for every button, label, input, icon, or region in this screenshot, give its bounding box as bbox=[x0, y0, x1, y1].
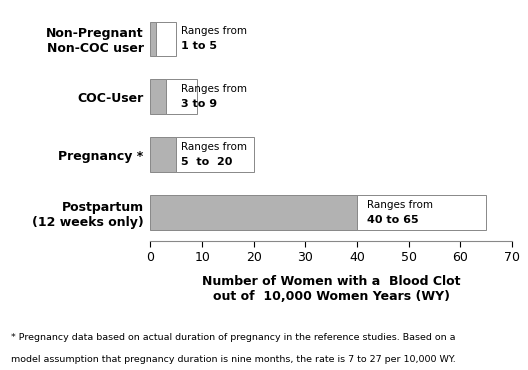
Text: Ranges from: Ranges from bbox=[182, 84, 248, 94]
X-axis label: Number of Women with a  Blood Clot
out of  10,000 Women Years (WY): Number of Women with a Blood Clot out of… bbox=[202, 275, 460, 303]
Bar bbox=[150, 21, 156, 56]
Text: model assumption that pregnancy duration is nine months, the rate is 7 to 27 per: model assumption that pregnancy duration… bbox=[11, 356, 455, 364]
Bar bbox=[176, 137, 254, 172]
Bar bbox=[150, 137, 176, 172]
Text: 5  to  20: 5 to 20 bbox=[182, 157, 233, 167]
Bar bbox=[156, 21, 176, 56]
Text: 40 to 65: 40 to 65 bbox=[367, 215, 419, 225]
Bar bbox=[166, 80, 197, 114]
Text: 1 to 5: 1 to 5 bbox=[182, 41, 218, 51]
Text: 3 to 9: 3 to 9 bbox=[182, 100, 218, 110]
Bar bbox=[150, 195, 357, 230]
Text: * Pregnancy data based on actual duration of pregnancy in the reference studies.: * Pregnancy data based on actual duratio… bbox=[11, 333, 455, 342]
Text: Ranges from: Ranges from bbox=[182, 142, 248, 152]
Text: Ranges from: Ranges from bbox=[367, 200, 433, 210]
Bar bbox=[150, 80, 166, 114]
Bar bbox=[357, 195, 486, 230]
Text: Ranges from: Ranges from bbox=[182, 26, 248, 36]
